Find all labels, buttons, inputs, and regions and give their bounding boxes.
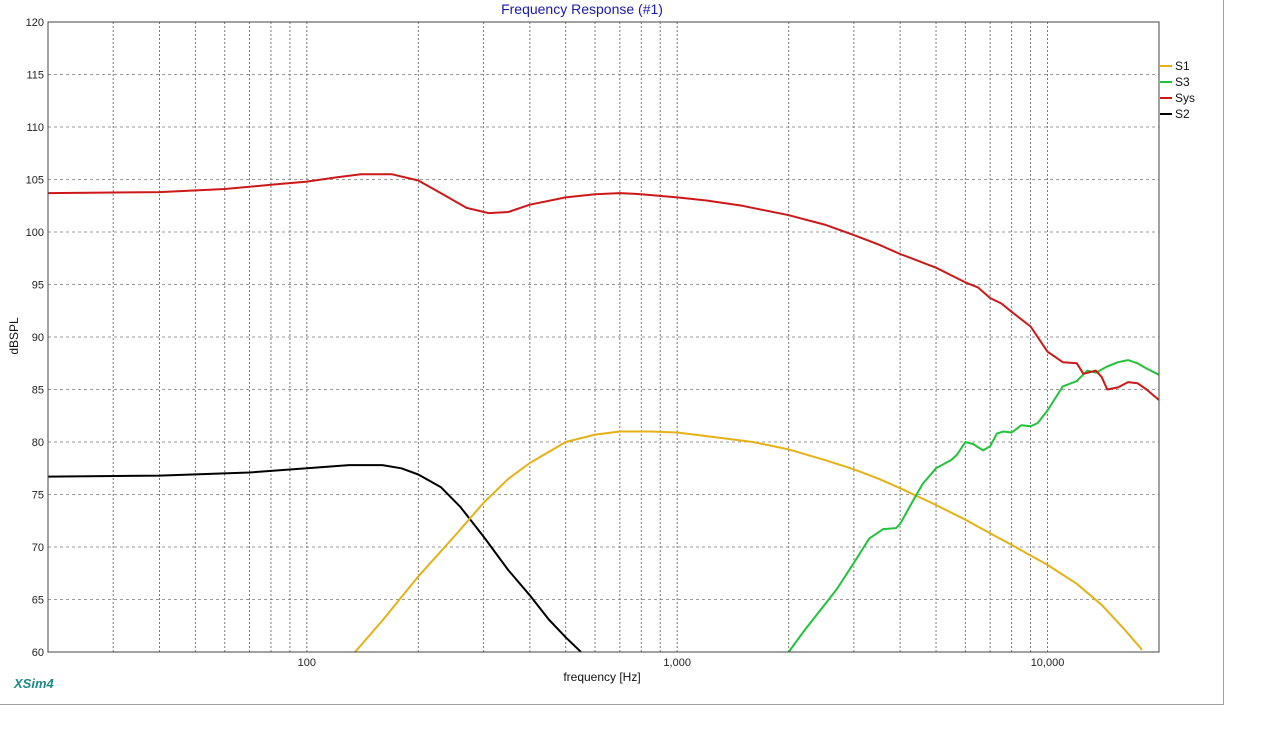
y-tick-label: 80 [32, 437, 44, 449]
grid [48, 22, 1159, 652]
plot-frame [47, 21, 1160, 653]
x-tick-labels: 100 1,000 10,000 [298, 657, 1065, 669]
series-line-s3 [787, 359, 1159, 652]
legend-label-s3: S3 [1175, 75, 1190, 89]
y-tick-label: 120 [26, 17, 44, 29]
y-tick-label: 85 [32, 385, 44, 397]
y-tick-label: 75 [32, 490, 44, 502]
y-tick-label: 70 [32, 542, 44, 554]
y-tick-label: 65 [32, 595, 44, 607]
x-axis-label: frequency [Hz] [563, 670, 640, 684]
frequency-response-chart: Frequency Response (#1) 60 65 70 75 80 85 90 95… [7, 1, 1195, 684]
series-line-sys [48, 173, 1159, 401]
y-tick-label: 100 [26, 227, 44, 239]
y-tick-label: 110 [26, 122, 44, 134]
chart-title: Frequency Response (#1) [501, 1, 663, 17]
y-tick-label: 60 [32, 647, 44, 659]
x-tick-label: 100 [298, 657, 316, 669]
legend: S1 S3 Sys S2 [1160, 59, 1195, 121]
xsim-brand-logo: XSim4 [14, 676, 54, 691]
legend-label-s1: S1 [1175, 59, 1190, 73]
x-tick-label: 10,000 [1031, 657, 1065, 669]
y-tick-label: 90 [32, 332, 44, 344]
x-tick-label: 1,000 [663, 657, 691, 669]
chart-window: Frequency Response (#1) 60 65 70 75 80 85 90 95… [0, 0, 1224, 705]
y-axis-label: dBSPL [7, 317, 21, 355]
legend-label-s2: S2 [1175, 107, 1190, 121]
series-lines [48, 173, 1159, 652]
y-tick-labels: 60 65 70 75 80 85 90 95 100 105 110 115 120 [26, 17, 44, 659]
series-line-s1 [354, 430, 1143, 652]
y-tick-label: 115 [26, 70, 44, 82]
y-tick-label: 95 [32, 280, 44, 292]
y-tick-label: 105 [26, 175, 44, 187]
series-line-s2 [48, 464, 582, 652]
legend-label-sys: Sys [1175, 91, 1195, 105]
